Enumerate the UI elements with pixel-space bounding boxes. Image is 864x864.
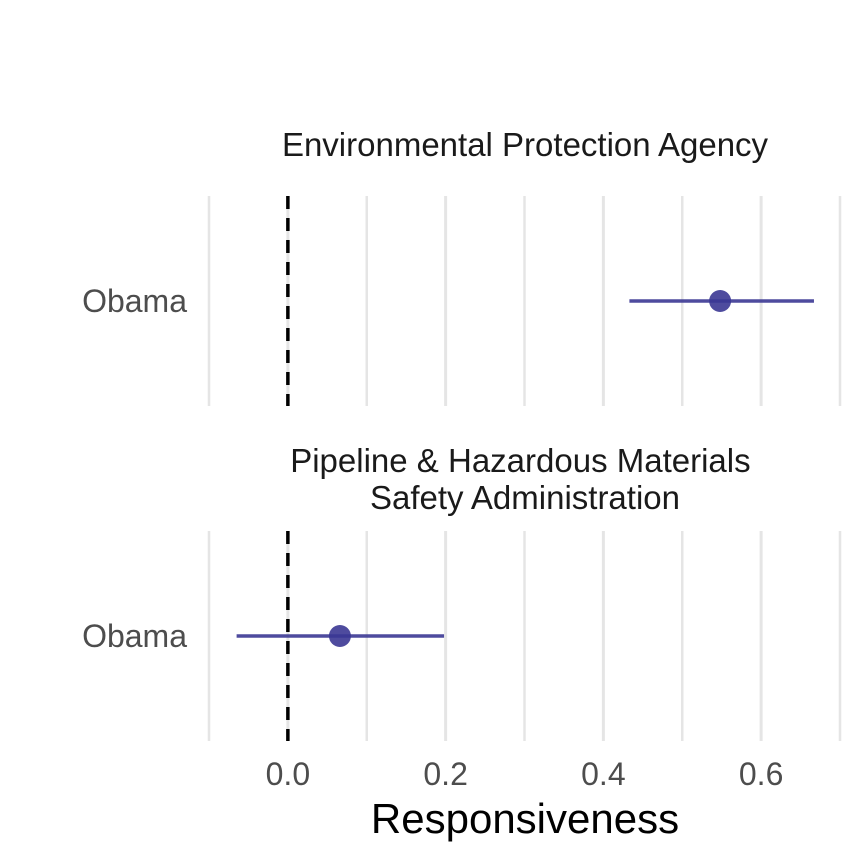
panel-estimates bbox=[236, 625, 445, 647]
panel-title-epa: Environmental Protection Agency bbox=[282, 126, 769, 163]
x-tick-label: 0.2 bbox=[423, 756, 467, 792]
panel-row-labels: Obama bbox=[82, 618, 187, 654]
x-tick-label: 0.6 bbox=[739, 756, 783, 792]
row-label: Obama bbox=[82, 283, 187, 319]
panel-row-labels: Obama bbox=[82, 283, 187, 319]
x-axis: 0.0 0.2 0.4 0.6 bbox=[266, 756, 784, 792]
x-tick-label: 0.0 bbox=[266, 756, 310, 792]
x-axis-title: Responsiveness bbox=[371, 795, 679, 842]
point-estimate bbox=[328, 625, 351, 647]
facet-panel-phmsa: Pipeline & Hazardous Materials Safety Ad… bbox=[82, 442, 842, 741]
facet-panel-epa: Environmental Protection Agency Obama bbox=[82, 126, 842, 406]
x-tick-label: 0.4 bbox=[581, 756, 625, 792]
row-label: Obama bbox=[82, 618, 187, 654]
panel-estimates bbox=[629, 290, 814, 312]
point-estimate bbox=[709, 290, 732, 312]
panel-title-phmsa: Pipeline & Hazardous Materials Safety Ad… bbox=[290, 442, 760, 516]
